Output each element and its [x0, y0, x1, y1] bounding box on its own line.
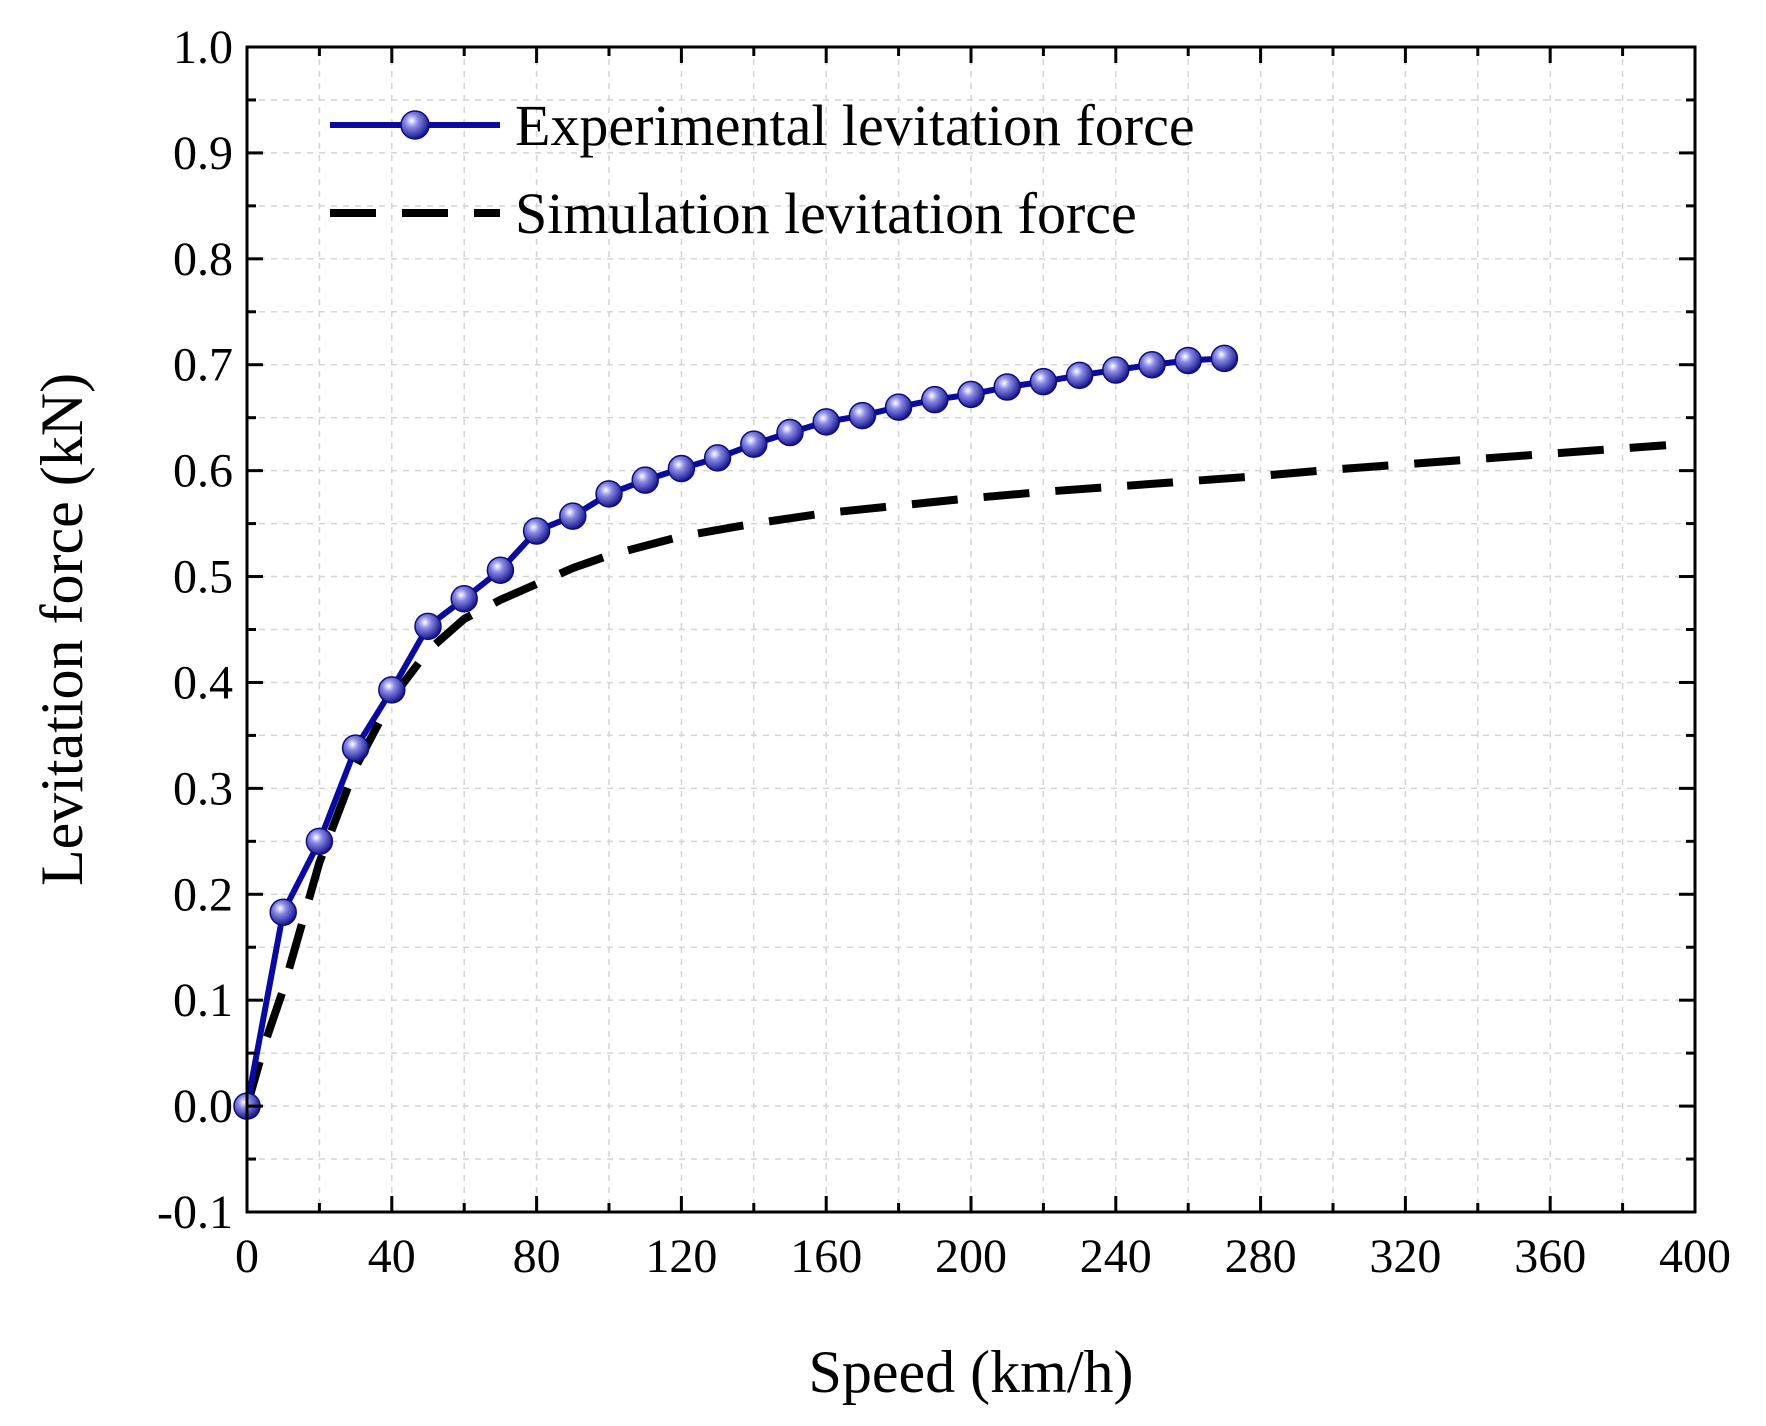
x-tick-label: 200	[935, 1230, 1007, 1283]
experimental-data-point	[740, 430, 768, 458]
x-tick-label: 80	[513, 1230, 561, 1283]
y-axis-title: Levitation force (kN)	[29, 373, 95, 886]
experimental-data-point	[1138, 350, 1166, 379]
experimental-data-point	[522, 517, 551, 545]
x-tick-label: 360	[1514, 1230, 1586, 1283]
experimental-data-point	[1210, 344, 1239, 373]
experimental-data-point	[667, 454, 696, 483]
series-layer	[233, 344, 1667, 1120]
experimental-data-point	[993, 373, 1021, 401]
experimental-data-point	[957, 380, 985, 409]
legend-marker-experimental	[400, 110, 430, 140]
experimental-data-point	[1029, 367, 1058, 396]
y-tick-label: 0.1	[173, 974, 233, 1027]
experimental-data-point	[486, 556, 515, 584]
y-tick-label: 0.4	[173, 656, 233, 709]
y-tick-label: 0.8	[173, 233, 233, 286]
y-tick-label: 1.0	[173, 21, 233, 74]
experimental-data-point	[341, 734, 370, 762]
experimental-data-point	[884, 393, 913, 421]
x-tick-label: 160	[790, 1230, 862, 1283]
y-tick-label: 0.7	[173, 339, 233, 392]
experimental-data-point	[631, 466, 659, 494]
legend-label-simulation: Simulation levitation force	[515, 181, 1137, 246]
legend: Experimental levitation force Simulation…	[330, 93, 1195, 246]
y-tick-label: 0.6	[173, 445, 233, 498]
x-tick-label: 40	[368, 1230, 416, 1283]
y-tick-label: 0.3	[173, 762, 233, 815]
experimental-series-line	[244, 355, 1225, 1107]
legend-swatch-experimental	[330, 110, 500, 140]
experimental-data-point	[812, 408, 840, 436]
tick-layer	[245, 45, 1697, 1214]
tick-label-layer: 0 40 80 120 160 200 240 280 320 360 400 -0.1 0.0 0.1 0…	[157, 21, 1731, 1283]
experimental-data-point	[595, 480, 623, 508]
x-tick-label: 280	[1225, 1230, 1297, 1283]
y-tick-label: 0.2	[173, 868, 233, 921]
x-tick-label: 400	[1659, 1230, 1731, 1283]
experimental-data-point	[703, 444, 732, 472]
y-tick-label: 0.9	[173, 127, 233, 180]
legend-label-experimental: Experimental levitation force	[515, 93, 1195, 158]
y-tick-label: -0.1	[157, 1186, 233, 1239]
experimental-data-point	[1065, 361, 1094, 390]
experimental-data-point	[269, 898, 297, 927]
experimental-data-point	[305, 827, 334, 856]
experimental-data-point	[848, 401, 877, 430]
experimental-data-point	[559, 502, 587, 530]
simulation-series-line	[243, 441, 1667, 1108]
y-tick-label: 0.5	[173, 551, 233, 604]
x-tick-label: 240	[1080, 1230, 1152, 1283]
x-tick-label: 320	[1369, 1230, 1441, 1283]
y-tick-label: 0.0	[173, 1080, 233, 1133]
experimental-data-point	[921, 385, 949, 414]
experimental-data-point	[378, 676, 406, 704]
x-tick-label: 120	[645, 1230, 717, 1283]
experimental-data-point	[414, 612, 442, 641]
x-axis-title: Speed (km/h)	[809, 1339, 1134, 1405]
x-tick-label: 0	[235, 1230, 259, 1283]
experimental-data-point	[1102, 356, 1130, 384]
experimental-data-point	[776, 418, 804, 447]
experimental-data-point	[1174, 346, 1202, 375]
experimental-data-point	[450, 585, 478, 613]
